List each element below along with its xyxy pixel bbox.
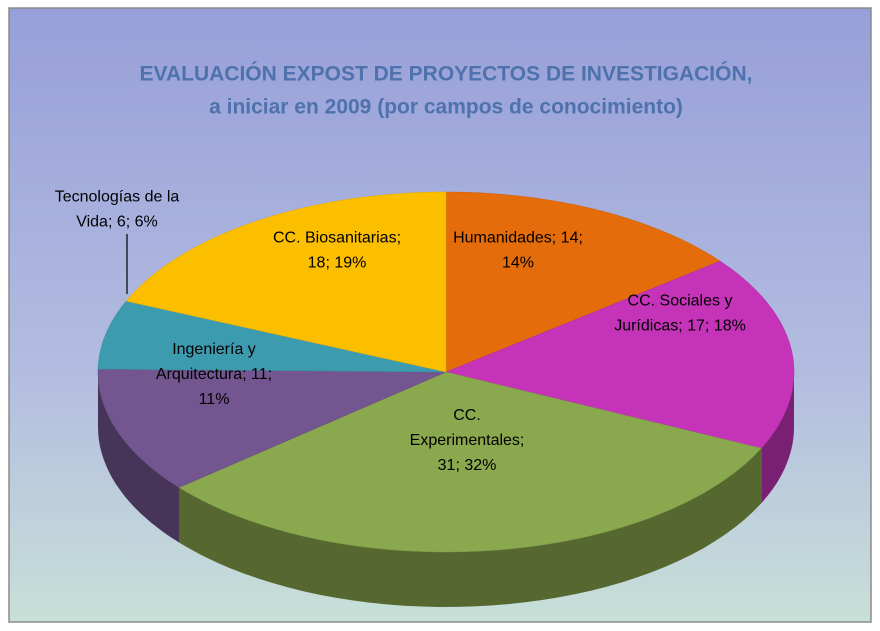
chart-title: EVALUACIÓN EXPOST DE PROYECTOS DE INVEST… bbox=[140, 62, 753, 86]
labels: Humanidades; 14; 14% CC. Sociales y Jurídic… bbox=[55, 189, 746, 475]
data-label: CC. Experimentales; 31; 32% bbox=[410, 407, 525, 474]
data-label: Tecnologías de la Vida; 6; 6% bbox=[55, 189, 180, 231]
data-label-line: Tecnologías de la bbox=[55, 189, 180, 206]
slice bbox=[445, 260, 795, 449]
slice bbox=[445, 191, 721, 373]
data-label-line: Arquitectura; 11; bbox=[156, 366, 272, 383]
data-label-line: Humanidades; 14; bbox=[453, 230, 583, 247]
data-label-line: CC. Biosanitarias; bbox=[273, 230, 401, 247]
data-label-line: Ingeniería y bbox=[172, 341, 256, 358]
data-label: Ingeniería y Arquitectura; 11; 11% bbox=[156, 341, 272, 408]
data-label-line: 18; 19% bbox=[308, 255, 367, 272]
data-label: CC. Sociales y Jurídicas; 17; 18% bbox=[614, 293, 746, 335]
slice bbox=[178, 371, 762, 553]
data-label: CC. Biosanitarias; 18; 19% bbox=[273, 230, 401, 272]
data-label-line: Jurídicas; 17; 18% bbox=[614, 318, 746, 335]
chart-title: a iniciar en 2009 (por campos de conocim… bbox=[209, 96, 683, 119]
data-label: Humanidades; 14; 14% bbox=[453, 230, 583, 272]
data-label-line: 11% bbox=[199, 391, 230, 408]
slice-side bbox=[98, 372, 179, 543]
data-label-line: CC. Sociales y bbox=[628, 293, 733, 310]
slice bbox=[125, 191, 447, 373]
data-label-line: 14% bbox=[502, 255, 534, 272]
slice-side bbox=[179, 448, 762, 607]
slice-side bbox=[761, 372, 794, 504]
pie bbox=[97, 191, 795, 607]
data-label-line: Vida; 6; 6% bbox=[76, 214, 158, 231]
data-label-line: Experimentales; bbox=[410, 432, 525, 449]
data-label-line: CC. bbox=[453, 407, 481, 424]
slice bbox=[97, 300, 447, 373]
slice bbox=[97, 368, 447, 488]
data-label-line: 31; 32% bbox=[438, 457, 497, 474]
